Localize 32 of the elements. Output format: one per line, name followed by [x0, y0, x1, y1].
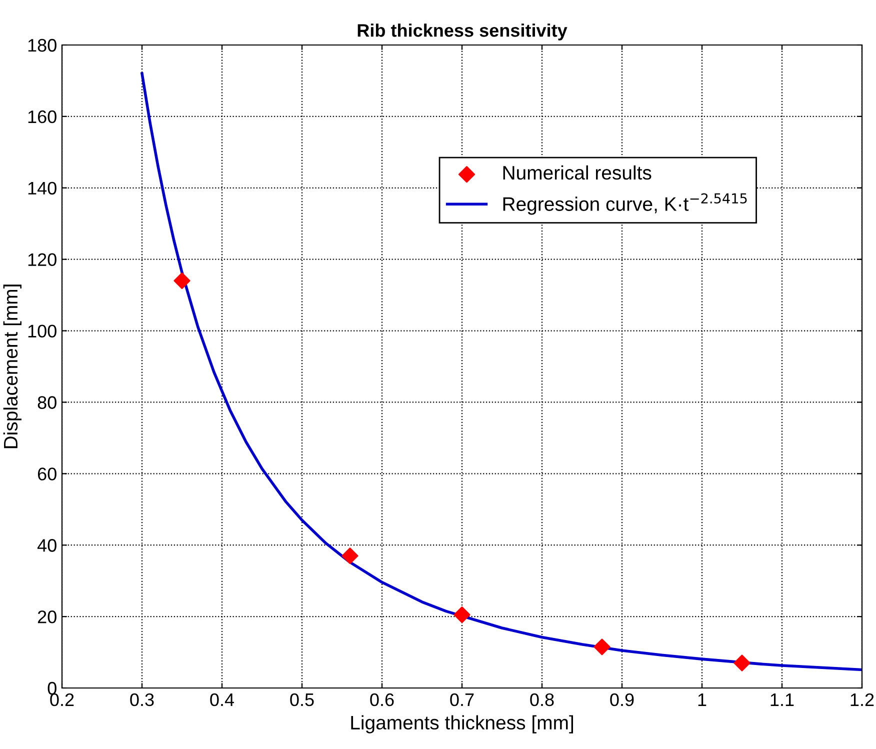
- y-tick-label: 140: [28, 182, 56, 195]
- x-tick-label: 0.5: [290, 693, 314, 706]
- x-tick-label: 0.3: [130, 693, 154, 706]
- y-tick-label: 60: [38, 468, 56, 480]
- y-tick-label: 160: [28, 110, 56, 124]
- x-axis-title: Ligaments thickness [mm]: [351, 715, 574, 734]
- x-tick-label: 1: [698, 694, 706, 706]
- legend-label: Numerical results: [503, 165, 652, 180]
- point: [342, 548, 358, 564]
- y-tick-label: 100: [28, 324, 56, 338]
- x-tick-label: 0.4: [210, 693, 234, 706]
- x-tick-label: 0.2: [50, 693, 74, 706]
- x-tick-label: 0.7: [450, 693, 474, 706]
- x-tick-label: 1.2: [850, 693, 874, 706]
- point: [174, 272, 190, 290]
- point: [734, 654, 750, 672]
- y-tick-label: 180: [28, 38, 56, 52]
- x-tick-label: 0.8: [530, 693, 554, 706]
- x-tick-label: 0.6: [370, 693, 394, 706]
- chart-title: Rib thickness sensitivity: [358, 24, 568, 40]
- legend-label: Regression curve, K·t$^{−2.5415}$: [503, 193, 747, 215]
- y-tick-label: 80: [38, 396, 56, 409]
- y-tick-label: 40: [37, 539, 56, 552]
- line-series: [140, 72, 862, 672]
- y-tick-label: 20: [38, 610, 56, 624]
- point: [594, 638, 610, 656]
- point: [454, 606, 470, 624]
- x-tick-label: 1.1: [770, 694, 794, 706]
- x-tick-label: 0.9: [610, 693, 634, 706]
- y-tick-label: 0: [48, 682, 56, 695]
- y-axis-title: Displacement [mm]: [3, 284, 22, 448]
- y-tick-label: 120: [28, 253, 56, 266]
